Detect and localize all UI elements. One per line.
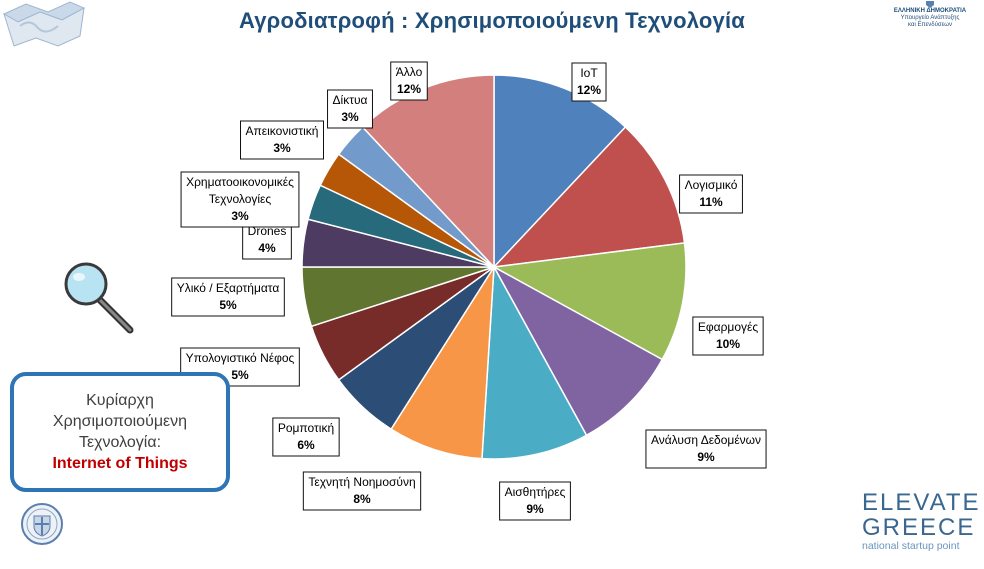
slice-value-3: 10%	[716, 337, 740, 351]
brand-line1: ELEVATE	[862, 489, 981, 516]
magnifier-icon	[64, 262, 134, 334]
slice-name-12: Απεικονιστική	[246, 124, 319, 138]
map-icon	[2, 1, 86, 47]
label-box-5	[499, 481, 571, 521]
label-box-13	[327, 89, 373, 129]
slice-label-8: Υπολογιστικό Νέφος 5%	[180, 347, 300, 387]
greek-seal-icon	[21, 503, 63, 545]
slice-value-4: 9%	[697, 450, 715, 464]
label-box-1	[571, 62, 607, 102]
label-box-14	[390, 61, 428, 101]
slice-name-2: Λογισμικό	[685, 178, 738, 192]
slice-value-6: 8%	[353, 492, 371, 506]
slice-name-8: Υπολογιστικό Νέφος	[186, 351, 295, 365]
pie-slice-4	[492, 265, 664, 437]
label-box-9	[171, 277, 285, 317]
pie-slice-6	[390, 266, 495, 460]
slice-name-3: Εφαρμογές	[698, 320, 758, 334]
slice-label-7: Ρομποτική 6%	[272, 417, 340, 457]
slice-value-10: 4%	[258, 241, 276, 255]
ministry-logo: ΕΛΛΗΝΙΚΗ ΔΗΜΟΚΡΑΤΙΑ Υπουργείο Ανάπτυξης …	[880, 0, 980, 29]
brand-line2: GREECE	[862, 514, 976, 541]
label-box-2	[679, 174, 743, 214]
dominant-technology-callout: Κυρίαρχη Χρησιμοποιούμενη Τεχνολογία: In…	[10, 372, 230, 492]
slice-value-8: 5%	[231, 368, 249, 382]
slice-value-11: 3%	[231, 209, 249, 223]
pie-slice-3	[491, 242, 687, 361]
label-box-11	[180, 171, 300, 228]
page-title: Αγροδιατροφή : Χρησιμοποιούμενη Τεχνολογ…	[238, 8, 746, 33]
slice-value-2: 11%	[699, 195, 723, 209]
slice-value-9: 5%	[219, 298, 237, 312]
elevate-greece-logo: ELEVATE GREECE national startup point	[862, 489, 981, 552]
slice-value-1: 12%	[577, 83, 601, 97]
slice-label-1: IoT 12%	[571, 62, 607, 102]
slice-label-3: Εφαρμογές 10%	[692, 316, 764, 356]
slice-name-5: Αισθητήρες	[505, 485, 566, 499]
slice-value-14: 12%	[397, 82, 421, 96]
slice-name-4: Ανάλυση Δεδομένων	[651, 433, 761, 447]
slice-name-13: Δίκτυα	[333, 93, 368, 107]
slice-label-5: Αισθητήρες 9%	[499, 481, 571, 521]
ministry-line1: ΕΛΛΗΝΙΚΗ ΔΗΜΟΚΡΑΤΙΑ	[893, 8, 967, 14]
pie-slices	[301, 74, 687, 460]
label-box-6	[302, 471, 422, 511]
callout-line2: Χρησιμοποιούμενη	[52, 413, 188, 430]
slice-label-2: Λογισμικό 11%	[679, 174, 743, 214]
label-box-7	[272, 417, 340, 457]
slice-label-4: Ανάλυση Δεδομένων 9%	[645, 429, 767, 469]
slice-name-11: Χρηματοοικονομικές	[186, 175, 294, 189]
brand-tagline: national startup point	[862, 540, 960, 552]
pie-slice-5	[481, 264, 588, 460]
slice-name-7: Ρομποτική	[278, 421, 334, 435]
slice-label-13: Δίκτυα 3%	[327, 89, 373, 129]
label-box-12	[240, 120, 324, 160]
ministry-line3: και Επενδύσεων	[908, 22, 952, 28]
slice-label-6: Τεχνητή Νοημοσύνη 8%	[302, 471, 422, 511]
slice-value-13: 3%	[341, 110, 359, 124]
slice-value-7: 6%	[297, 438, 315, 452]
ministry-line2: Υπουργείο Ανάπτυξης	[900, 15, 960, 21]
greek-emblem-icon	[926, 1, 934, 8]
pie-slice-2	[492, 125, 686, 269]
callout-line1: Κυρίαρχη	[86, 392, 154, 409]
slice-label-14: Άλλο 12%	[390, 61, 428, 101]
slice-value-5: 9%	[526, 502, 544, 516]
slice-name-14: Άλλο	[396, 65, 423, 79]
slice-label-11: Χρηματοοικονομικές Τεχνολογίες 3%	[180, 171, 300, 228]
pie-slice-1	[493, 74, 627, 269]
slice-value-12: 3%	[273, 141, 291, 155]
slice-name-11: Τεχνολογίες	[209, 192, 272, 206]
label-box-4	[645, 429, 767, 469]
callout-line3: Τεχνολογία:	[78, 434, 162, 451]
slice-name-1: IoT	[580, 66, 598, 80]
callout-highlight: Internet of Things	[52, 455, 188, 472]
label-box-3	[692, 316, 764, 356]
slice-label-9: Υλικό / Εξαρτήματα 5%	[171, 277, 285, 317]
slice-label-12: Απεικονιστική 3%	[240, 120, 324, 160]
slice-name-9: Υλικό / Εξαρτήματα	[177, 281, 280, 295]
pie-labels: IoT 12% Λογισμικό 11% Εφαρμογές 10% Ανάλυση Δε…	[171, 61, 767, 521]
slice-name-6: Τεχνητή Νοημοσύνη	[308, 475, 415, 489]
